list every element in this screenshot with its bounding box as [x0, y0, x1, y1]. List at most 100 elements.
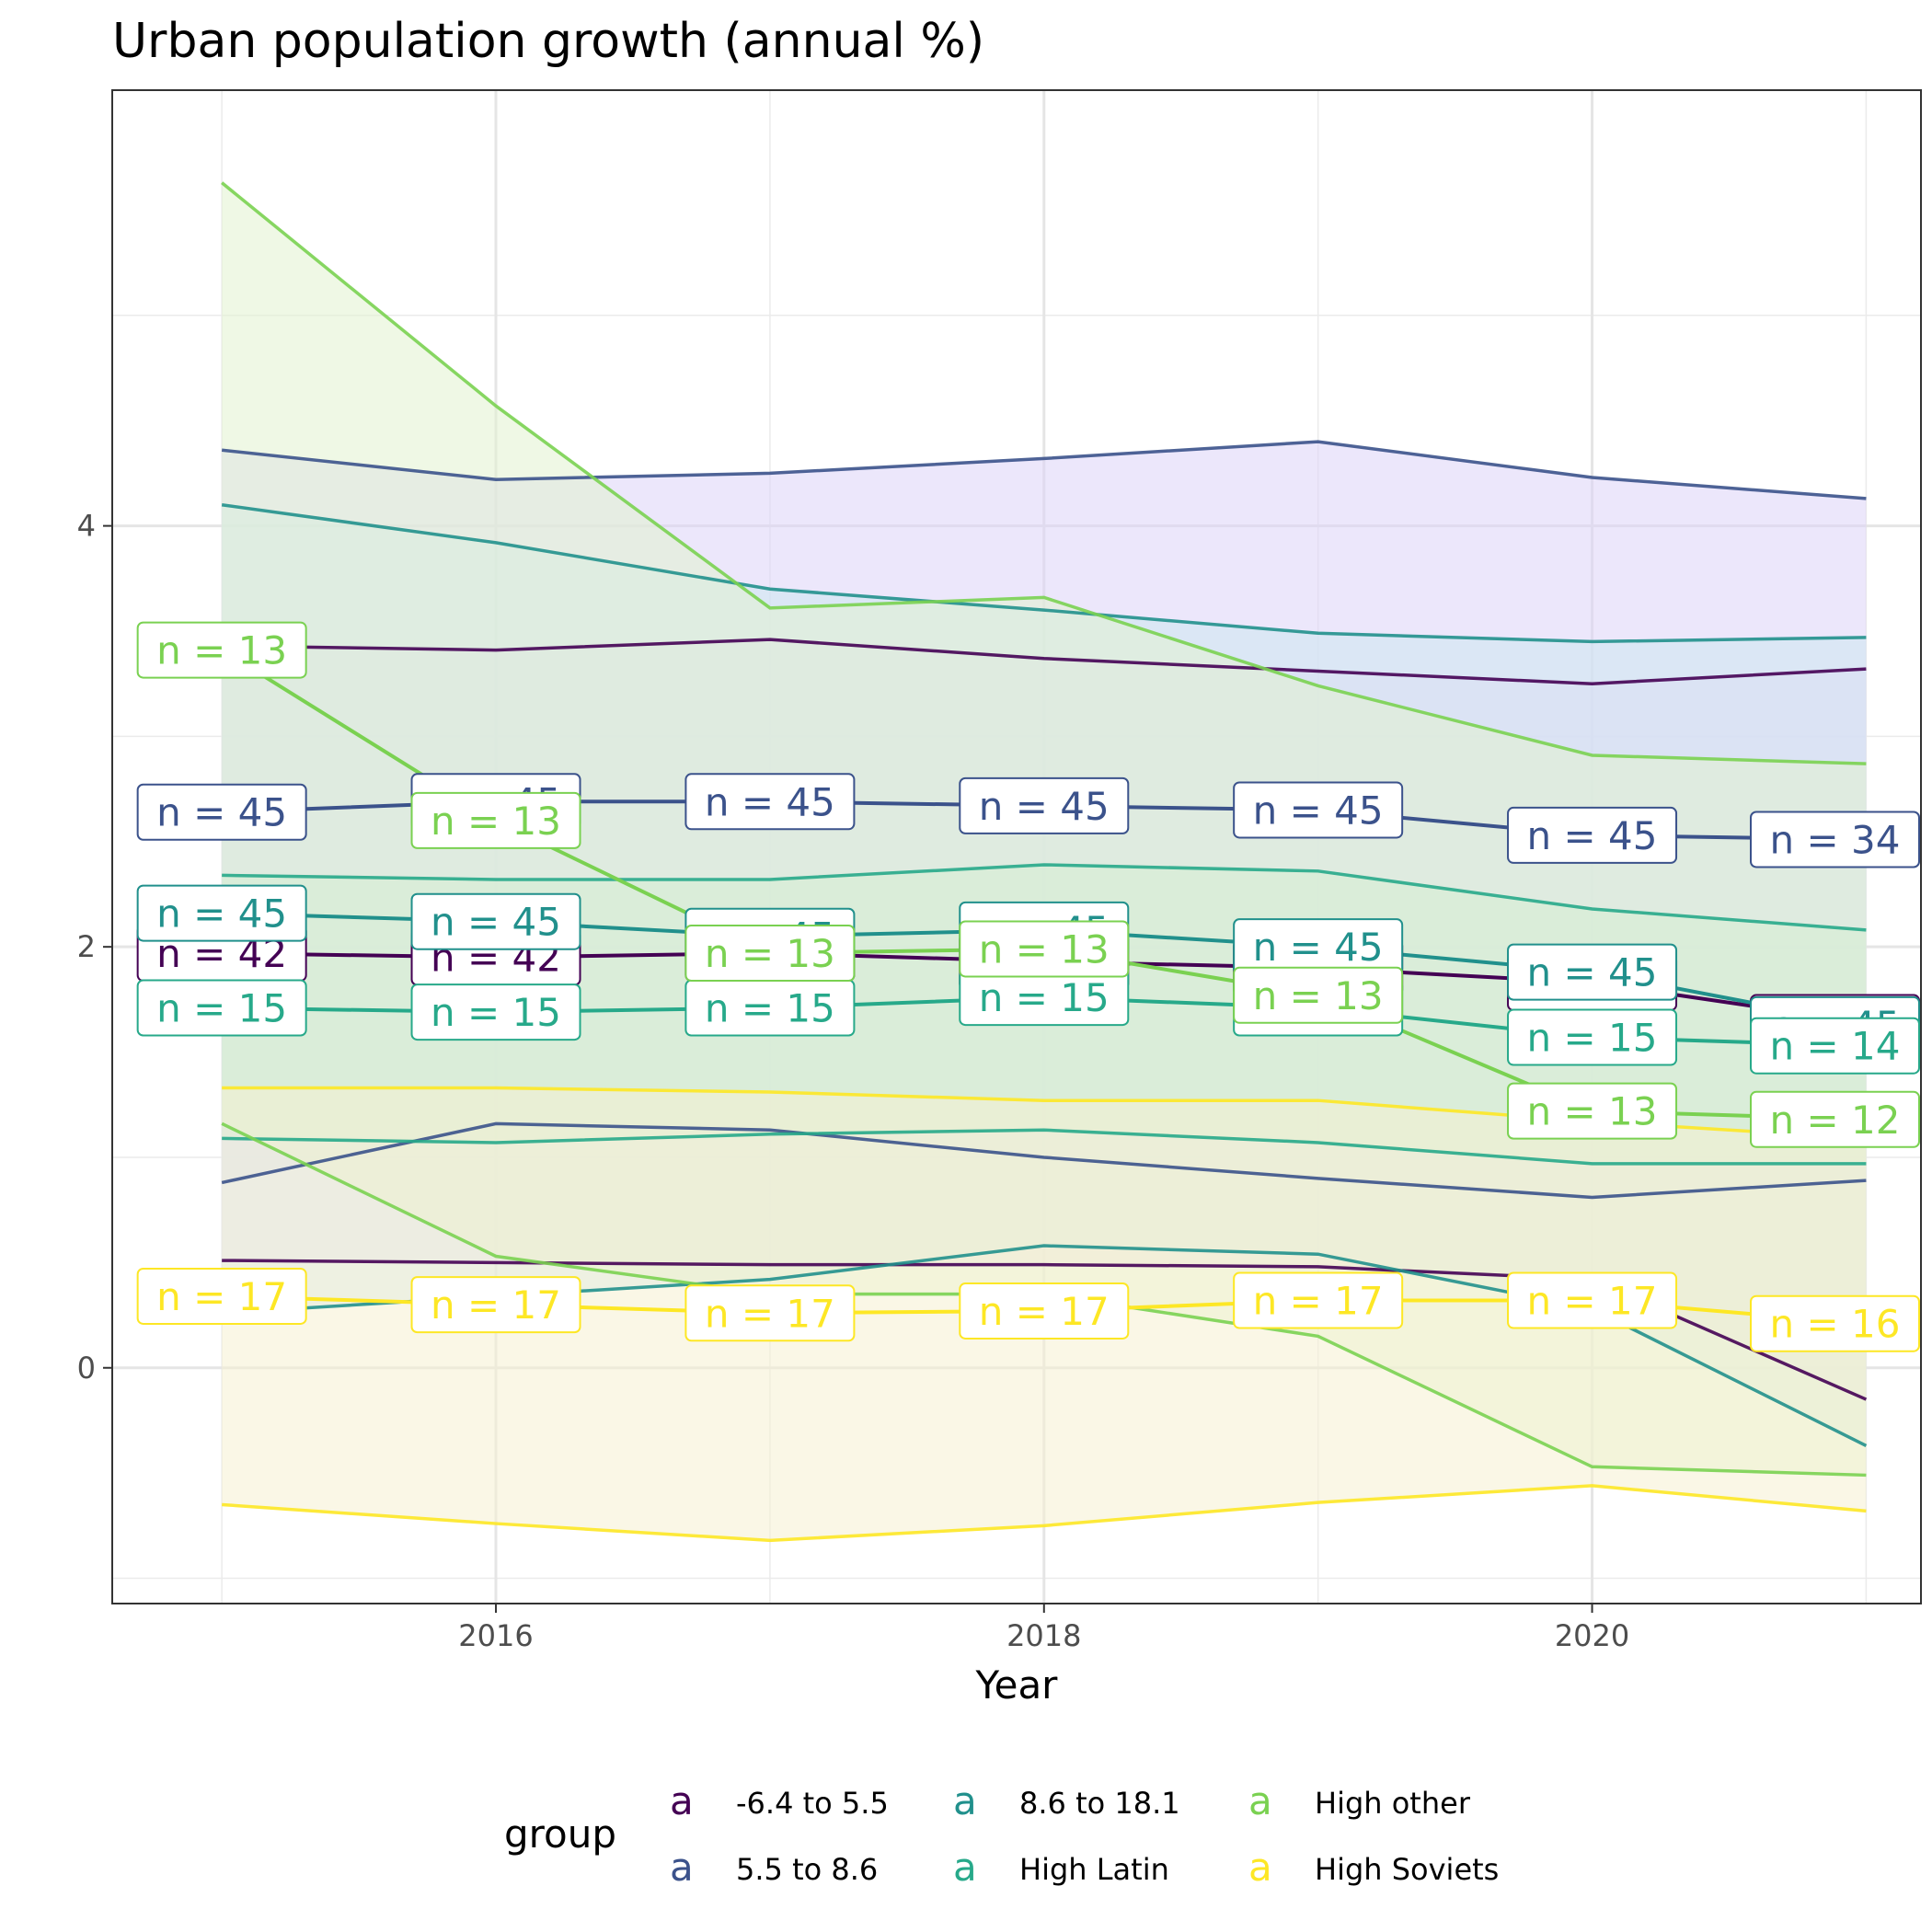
legend-label: -6.4 to 5.5	[736, 1786, 889, 1821]
count-label-text: n = 17	[156, 1274, 287, 1319]
count-label: n = 17	[959, 1282, 1130, 1340]
count-label-text: n = 13	[1253, 973, 1384, 1018]
upper-line	[222, 638, 1867, 685]
legend-items: a -6.4 to 5.5 a 5.5 to 8.6 a 8.6 to 18.1 a High…	[670, 1778, 1499, 1890]
count-label-box	[959, 1282, 1130, 1340]
count-label: n = 13	[684, 925, 856, 983]
count-label: n = 15	[136, 979, 307, 1037]
upper-line	[221, 502, 1867, 644]
legend-key: a	[1248, 1778, 1272, 1823]
count-label: n = 45	[1507, 943, 1678, 1001]
count-label: n = 17	[1507, 1271, 1678, 1329]
count-label-box	[1507, 1082, 1678, 1140]
count-label: n = 45	[1233, 781, 1404, 839]
count-label-box	[1750, 1294, 1920, 1352]
count-label: n = 45	[1233, 918, 1404, 976]
count-label-text: n = 15	[1527, 1016, 1658, 1061]
y-tick-label: 0	[77, 1351, 96, 1386]
legend-key: a	[953, 1778, 977, 1823]
legend-item: a High Soviets	[1248, 1845, 1499, 1890]
count-label-text: n = 15	[431, 990, 561, 1035]
legend-label: 8.6 to 18.1	[1019, 1786, 1180, 1821]
count-label-box	[1233, 966, 1404, 1024]
legend-item: a -6.4 to 5.5	[670, 1778, 889, 1823]
count-label-text: n = 15	[156, 986, 287, 1031]
chart-title: Urban population growth (annual %)	[112, 14, 984, 69]
legend-key: a	[670, 1778, 694, 1823]
count-label-text: n = 45	[1253, 925, 1384, 970]
count-label-box	[1750, 811, 1920, 868]
count-label-box	[410, 983, 581, 1041]
lower-line	[222, 1484, 1867, 1543]
count-label-text: n = 45	[705, 779, 835, 824]
count-label-text: n = 13	[705, 931, 835, 976]
count-label-text: n = 16	[1770, 1302, 1901, 1347]
count-label-text: n = 17	[979, 1289, 1110, 1334]
y-tick-label: 2	[77, 929, 96, 964]
count-label: n = 15	[1507, 1008, 1678, 1066]
count-label: n = 17	[1233, 1271, 1404, 1329]
lower-line	[221, 1121, 1867, 1200]
count-label: n = 17	[410, 1276, 581, 1334]
count-label-box	[1233, 781, 1404, 839]
count-label: n = 15	[959, 969, 1130, 1027]
x-tick-label: 2018	[1006, 1618, 1081, 1653]
count-label-box	[136, 884, 307, 942]
upper-line	[221, 440, 1867, 500]
y-axis: 0 2 4	[77, 509, 112, 1386]
count-label: n = 13	[136, 621, 307, 679]
count-label-box	[1233, 1271, 1404, 1329]
plot-panel: n = 42n = 42n = 42n = 42n = 42n = 42n = …	[111, 89, 1922, 1604]
count-label-text: n = 17	[705, 1291, 835, 1336]
count-label-text: n = 45	[1253, 788, 1384, 833]
count-label-text: n = 45	[431, 900, 561, 945]
count-label: n = 45	[684, 773, 856, 831]
upper-line	[222, 863, 1867, 932]
legend: group a -6.4 to 5.5 a 5.5 to 8.6 a 8.6 to 18.…	[504, 1778, 1499, 1890]
count-label-text: n = 15	[705, 986, 835, 1031]
count-label-text: n = 45	[1527, 950, 1658, 995]
count-label-text: n = 13	[1527, 1089, 1658, 1134]
count-label-box	[1507, 806, 1678, 864]
plot-border	[111, 89, 1922, 1604]
count-label-text: n = 45	[979, 784, 1110, 829]
count-label: n = 45	[136, 783, 307, 841]
count-label-box	[684, 925, 856, 983]
legend-label: 5.5 to 8.6	[736, 1852, 878, 1887]
count-label-box	[959, 776, 1130, 834]
x-tick-label: 2020	[1555, 1618, 1629, 1653]
legend-label: High Latin	[1019, 1852, 1169, 1887]
count-label: n = 13	[959, 920, 1130, 978]
count-label-box	[410, 1276, 581, 1334]
count-label: n = 13	[1233, 966, 1404, 1024]
legend-label: High other	[1315, 1786, 1471, 1821]
count-label-box	[684, 1284, 856, 1342]
count-label-box	[959, 920, 1130, 978]
count-label-box	[684, 773, 856, 831]
x-tick-label: 2016	[458, 1618, 533, 1653]
count-label-box	[136, 1267, 307, 1325]
x-axis-title: Year	[975, 1662, 1059, 1708]
count-label-text: n = 17	[431, 1282, 561, 1328]
count-label: n = 45	[410, 892, 581, 950]
count-label: n = 15	[410, 983, 581, 1041]
count-label: n = 15	[684, 979, 856, 1037]
count-label-text: n = 13	[979, 926, 1110, 972]
legend-item: a High other	[1248, 1778, 1471, 1823]
count-label: n = 13	[410, 791, 581, 849]
count-label-box	[136, 783, 307, 841]
count-label: n = 34	[1750, 811, 1920, 868]
count-label: n = 17	[684, 1284, 856, 1342]
count-label-box	[1507, 1271, 1678, 1329]
count-label-text: n = 13	[431, 799, 561, 844]
count-label-box	[1507, 943, 1678, 1001]
legend-item: a 8.6 to 18.1	[953, 1778, 1180, 1823]
legend-item: a 5.5 to 8.6	[670, 1845, 878, 1890]
count-label: n = 45	[1507, 806, 1678, 864]
upper-line	[221, 181, 1867, 765]
count-label: n = 45	[136, 884, 307, 942]
count-label-box	[410, 892, 581, 950]
count-label-text: n = 34	[1770, 817, 1901, 862]
lower-line	[222, 1128, 1867, 1166]
